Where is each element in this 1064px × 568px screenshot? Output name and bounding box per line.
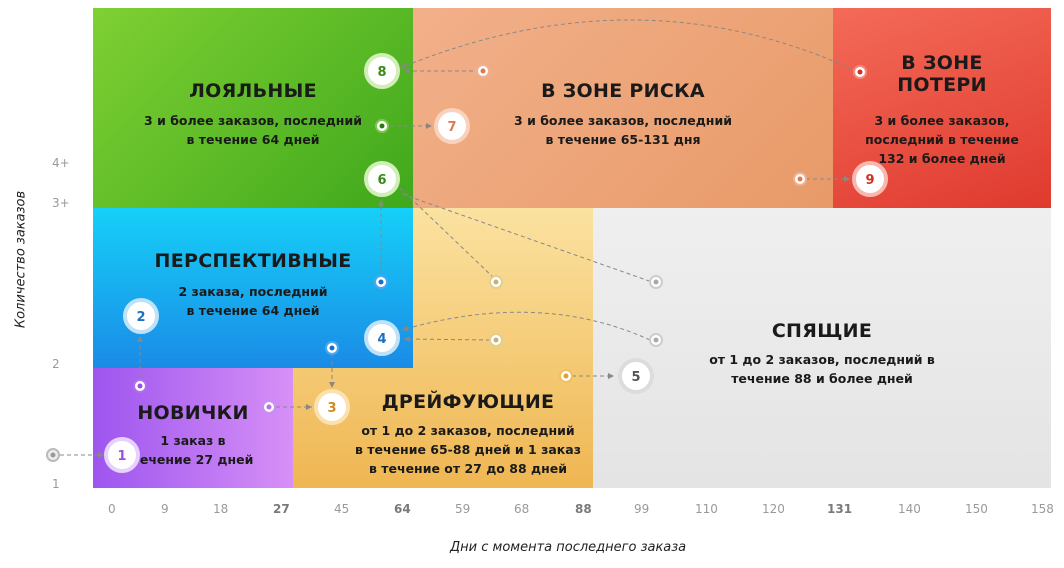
svg-text:1: 1 <box>117 449 126 464</box>
arrow-6-to-sleep <box>401 193 653 283</box>
svg-text:2: 2 <box>136 310 145 325</box>
segment-sleeping: СПЯЩИЕ от 1 до 2 заказов, последний в те… <box>593 208 1051 488</box>
x-tick: 150 <box>965 502 988 516</box>
x-tick: 18 <box>213 502 229 516</box>
segment-desc: от 1 до 2 заказов, последний в течение 8… <box>709 352 935 386</box>
x-tick: 120 <box>762 502 785 516</box>
segment-desc: 3 и более заказов, последний в течение 6… <box>514 113 732 147</box>
y-tick-3plus: 3+ <box>52 196 70 210</box>
node-5: 5 <box>618 358 654 394</box>
svg-text:6: 6 <box>377 173 386 188</box>
x-tick: 88 <box>575 502 592 516</box>
segment-desc: от 1 до 2 заказов, последний в течение 6… <box>355 423 581 476</box>
x-tick: 64 <box>394 502 411 516</box>
svg-text:5: 5 <box>631 370 640 385</box>
node-3: 3 <box>314 389 350 425</box>
x-tick: 158 <box>1031 502 1054 516</box>
svg-text:4: 4 <box>377 332 386 347</box>
segment-title: СПЯЩИЕ <box>771 320 873 342</box>
node-6: 6 <box>364 161 400 197</box>
x-tick: 68 <box>514 502 530 516</box>
node-8: 8 <box>364 53 400 89</box>
node-9: 9 <box>852 161 888 197</box>
segment-title: В ЗОНЕ РИСКА <box>541 80 705 102</box>
arrow-into-4 <box>403 336 491 343</box>
x-tick: 131 <box>827 502 853 516</box>
segment-desc: 2 заказа, последний в течение 64 дней <box>178 284 328 318</box>
arrow-into-8b <box>399 19 859 73</box>
y-tick-2: 2 <box>52 357 60 371</box>
svg-text:7: 7 <box>447 120 456 135</box>
x-tick: 27 <box>273 502 290 516</box>
x-tick: 9 <box>161 502 169 516</box>
x-axis-title: Дни с момента последнего заказа <box>450 540 687 555</box>
segment-desc: 3 и более заказов, последний в течение 1… <box>865 113 1019 166</box>
x-tick: 45 <box>334 502 350 516</box>
segment-title: ЛОЯЛЬНЫЕ <box>189 80 317 102</box>
x-tick: 99 <box>634 502 650 516</box>
node-2: 2 <box>123 298 159 334</box>
segment-title: В ЗОНЕ ПОТЕРИ <box>897 52 987 96</box>
svg-text:9: 9 <box>865 173 874 188</box>
source-dots <box>46 64 867 462</box>
x-tick: 140 <box>898 502 921 516</box>
svg-text:8: 8 <box>377 65 386 80</box>
segment-promising: ПЕРСПЕКТИВНЫЕ 2 заказа, последний в тече… <box>93 208 413 368</box>
y-tick-4plus: 4+ <box>52 156 70 170</box>
node-7: 7 <box>434 108 470 144</box>
x-tick: 0 <box>108 502 116 516</box>
x-tick: 110 <box>695 502 718 516</box>
arrow-into-4b <box>401 311 651 341</box>
segment-loss: В ЗОНЕ ПОТЕРИ 3 и более заказов, последн… <box>833 8 1051 208</box>
node-4: 4 <box>364 320 400 356</box>
segment-loyal: ЛОЯЛЬНЫЕ 3 и более заказов, последний в … <box>93 8 413 208</box>
segment-risk: В ЗОНЕ РИСКА 3 и более заказов, последни… <box>413 8 833 208</box>
segment-title: ПЕРСПЕКТИВНЫЕ <box>154 250 352 272</box>
segment-title: НОВИЧКИ <box>137 402 249 424</box>
segment-title: ДРЕЙФУЮЩИЕ <box>381 391 555 413</box>
y-tick-1: 1 <box>52 477 60 491</box>
node-1: 1 <box>104 437 140 473</box>
arrow-6-to-drift <box>399 187 497 281</box>
segment-desc: 3 и более заказов, последний в течение 6… <box>144 113 362 147</box>
segment-desc: 1 заказ в течение 27 дней <box>132 433 254 467</box>
svg-text:3: 3 <box>327 401 336 416</box>
x-tick: 59 <box>455 502 471 516</box>
